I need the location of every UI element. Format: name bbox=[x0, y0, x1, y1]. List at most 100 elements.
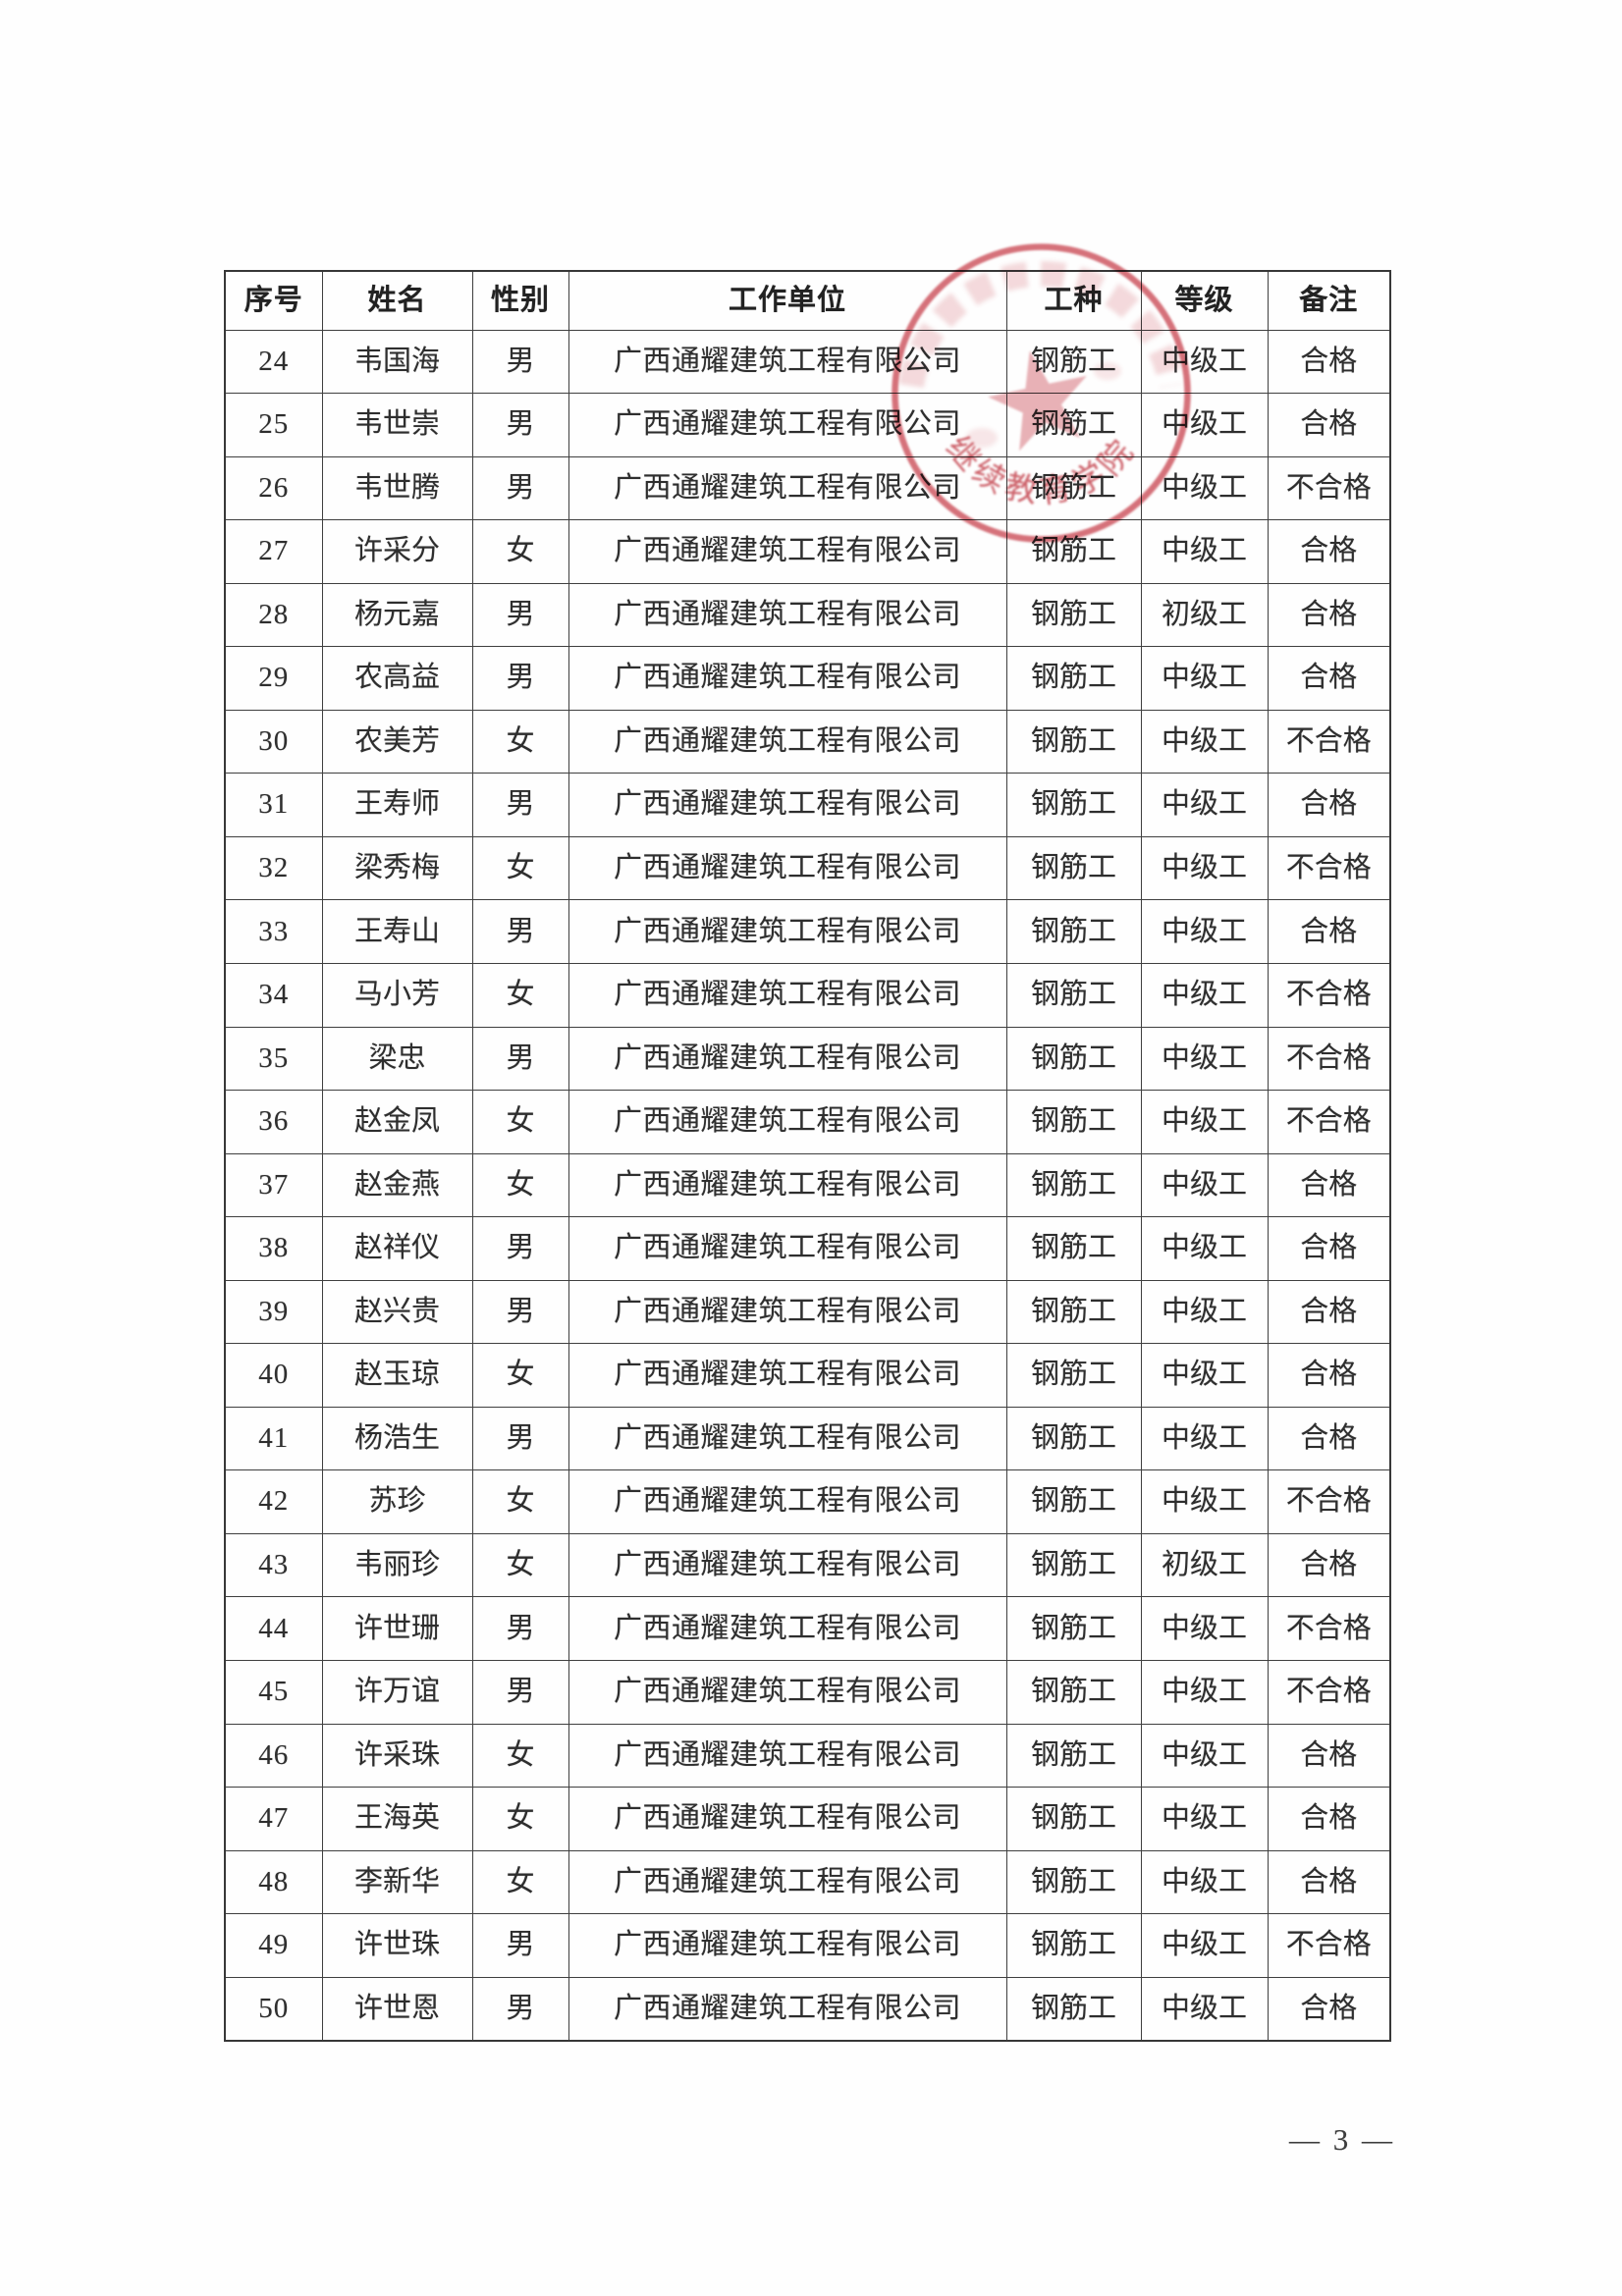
header-remark: 备注 bbox=[1267, 270, 1391, 331]
table-row: 27 许采分 女 广西通耀建筑工程有限公司 钢筋工 中级工 合格 bbox=[224, 519, 1391, 584]
cell-employer: 广西通耀建筑工程有限公司 bbox=[568, 1406, 1007, 1471]
cell-remark: 合格 bbox=[1267, 1343, 1391, 1408]
cell-level: 中级工 bbox=[1140, 773, 1269, 837]
cell-gender: 男 bbox=[471, 899, 569, 964]
cell-gender: 男 bbox=[471, 1976, 569, 2042]
cell-serial-no: 47 bbox=[224, 1787, 323, 1851]
cell-employer: 广西通耀建筑工程有限公司 bbox=[568, 835, 1007, 901]
cell-serial-no: 31 bbox=[224, 773, 323, 837]
cell-trade: 钢筋工 bbox=[1005, 1026, 1142, 1092]
cell-serial-no: 27 bbox=[224, 519, 323, 584]
header-level: 等级 bbox=[1140, 270, 1269, 331]
cell-name: 韦丽珍 bbox=[321, 1532, 473, 1598]
table-row: 34 马小芳 女 广西通耀建筑工程有限公司 钢筋工 中级工 不合格 bbox=[224, 962, 1391, 1028]
cell-level: 中级工 bbox=[1140, 646, 1269, 711]
table-row: 33 王寿山 男 广西通耀建筑工程有限公司 钢筋工 中级工 合格 bbox=[224, 899, 1391, 964]
cell-name: 赵玉琼 bbox=[321, 1343, 473, 1408]
cell-serial-no: 29 bbox=[224, 646, 323, 711]
cell-employer: 广西通耀建筑工程有限公司 bbox=[568, 1976, 1007, 2042]
cell-employer: 广西通耀建筑工程有限公司 bbox=[568, 1659, 1007, 1725]
cell-serial-no: 28 bbox=[224, 582, 323, 648]
cell-trade: 钢筋工 bbox=[1005, 1596, 1142, 1661]
cell-name: 许采分 bbox=[321, 519, 473, 584]
cell-gender: 女 bbox=[471, 519, 569, 584]
table-row: 49 许世珠 男 广西通耀建筑工程有限公司 钢筋工 中级工 不合格 bbox=[224, 1913, 1391, 1978]
cell-name: 李新华 bbox=[321, 1849, 473, 1915]
cell-remark: 不合格 bbox=[1267, 1090, 1391, 1154]
cell-level: 中级工 bbox=[1140, 1152, 1269, 1218]
cell-trade: 钢筋工 bbox=[1005, 582, 1142, 648]
table-row: 32 梁秀梅 女 广西通耀建筑工程有限公司 钢筋工 中级工 不合格 bbox=[224, 835, 1391, 901]
cell-employer: 广西通耀建筑工程有限公司 bbox=[568, 773, 1007, 837]
table-row: 50 许世恩 男 广西通耀建筑工程有限公司 钢筋工 中级工 合格 bbox=[224, 1976, 1391, 2042]
header-serial-no: 序号 bbox=[224, 270, 323, 331]
cell-employer: 广西通耀建筑工程有限公司 bbox=[568, 393, 1007, 457]
cell-trade: 钢筋工 bbox=[1005, 835, 1142, 901]
cell-employer: 广西通耀建筑工程有限公司 bbox=[568, 1849, 1007, 1915]
cell-trade: 钢筋工 bbox=[1005, 1216, 1142, 1281]
cell-gender: 女 bbox=[471, 1343, 569, 1408]
cell-remark: 不合格 bbox=[1267, 1659, 1391, 1725]
table-row: 29 农高益 男 广西通耀建筑工程有限公司 钢筋工 中级工 合格 bbox=[224, 646, 1391, 711]
cell-employer: 广西通耀建筑工程有限公司 bbox=[568, 1913, 1007, 1978]
worker-certification-table: 序号 姓名 性别 工作单位 工种 等级 备注 24 韦国海 男 广西通耀建筑工程… bbox=[224, 270, 1391, 2042]
cell-remark: 合格 bbox=[1267, 899, 1391, 964]
cell-name: 马小芳 bbox=[321, 962, 473, 1028]
cell-employer: 广西通耀建筑工程有限公司 bbox=[568, 709, 1007, 774]
cell-employer: 广西通耀建筑工程有限公司 bbox=[568, 1152, 1007, 1218]
cell-name: 赵兴贵 bbox=[321, 1279, 473, 1345]
cell-serial-no: 30 bbox=[224, 709, 323, 774]
cell-remark: 合格 bbox=[1267, 1279, 1391, 1345]
cell-remark: 不合格 bbox=[1267, 1913, 1391, 1978]
cell-employer: 广西通耀建筑工程有限公司 bbox=[568, 1090, 1007, 1154]
cell-name: 赵金凤 bbox=[321, 1090, 473, 1154]
cell-trade: 钢筋工 bbox=[1005, 1659, 1142, 1725]
cell-gender: 女 bbox=[471, 1787, 569, 1851]
cell-gender: 男 bbox=[471, 455, 569, 521]
cell-level: 中级工 bbox=[1140, 1659, 1269, 1725]
table-row: 30 农美芳 女 广西通耀建筑工程有限公司 钢筋工 中级工 不合格 bbox=[224, 709, 1391, 774]
cell-serial-no: 44 bbox=[224, 1596, 323, 1661]
cell-remark: 不合格 bbox=[1267, 962, 1391, 1028]
table-row: 37 赵金燕 女 广西通耀建筑工程有限公司 钢筋工 中级工 合格 bbox=[224, 1152, 1391, 1218]
cell-trade: 钢筋工 bbox=[1005, 1343, 1142, 1408]
cell-name: 许世珠 bbox=[321, 1913, 473, 1978]
cell-gender: 女 bbox=[471, 962, 569, 1028]
cell-name: 梁秀梅 bbox=[321, 835, 473, 901]
table-row: 45 许万谊 男 广西通耀建筑工程有限公司 钢筋工 中级工 不合格 bbox=[224, 1659, 1391, 1725]
cell-gender: 男 bbox=[471, 1026, 569, 1092]
header-gender: 性别 bbox=[471, 270, 569, 331]
cell-name: 韦世腾 bbox=[321, 455, 473, 521]
cell-employer: 广西通耀建筑工程有限公司 bbox=[568, 646, 1007, 711]
cell-name: 农美芳 bbox=[321, 709, 473, 774]
cell-name: 许采珠 bbox=[321, 1723, 473, 1789]
header-trade: 工种 bbox=[1005, 270, 1142, 331]
cell-name: 王寿师 bbox=[321, 773, 473, 837]
header-name: 姓名 bbox=[321, 270, 473, 331]
cell-level: 中级工 bbox=[1140, 1723, 1269, 1789]
cell-serial-no: 25 bbox=[224, 393, 323, 457]
cell-level: 中级工 bbox=[1140, 899, 1269, 964]
cell-remark: 不合格 bbox=[1267, 835, 1391, 901]
cell-level: 中级工 bbox=[1140, 393, 1269, 457]
cell-serial-no: 38 bbox=[224, 1216, 323, 1281]
cell-gender: 男 bbox=[471, 1913, 569, 1978]
cell-trade: 钢筋工 bbox=[1005, 1406, 1142, 1471]
cell-name: 梁忠 bbox=[321, 1026, 473, 1092]
table-header-row: 序号 姓名 性别 工作单位 工种 等级 备注 bbox=[224, 270, 1391, 331]
cell-gender: 女 bbox=[471, 1469, 569, 1534]
cell-serial-no: 26 bbox=[224, 455, 323, 521]
cell-level: 中级工 bbox=[1140, 1596, 1269, 1661]
cell-employer: 广西通耀建筑工程有限公司 bbox=[568, 1026, 1007, 1092]
cell-employer: 广西通耀建筑工程有限公司 bbox=[568, 455, 1007, 521]
cell-trade: 钢筋工 bbox=[1005, 1723, 1142, 1789]
table-row: 38 赵祥仪 男 广西通耀建筑工程有限公司 钢筋工 中级工 合格 bbox=[224, 1216, 1391, 1281]
cell-remark: 合格 bbox=[1267, 393, 1391, 457]
cell-name: 韦世崇 bbox=[321, 393, 473, 457]
cell-remark: 合格 bbox=[1267, 1723, 1391, 1789]
cell-name: 苏珍 bbox=[321, 1469, 473, 1534]
table-row: 39 赵兴贵 男 广西通耀建筑工程有限公司 钢筋工 中级工 合格 bbox=[224, 1279, 1391, 1345]
page-number: — 3 — bbox=[1289, 2122, 1395, 2157]
cell-serial-no: 36 bbox=[224, 1090, 323, 1154]
